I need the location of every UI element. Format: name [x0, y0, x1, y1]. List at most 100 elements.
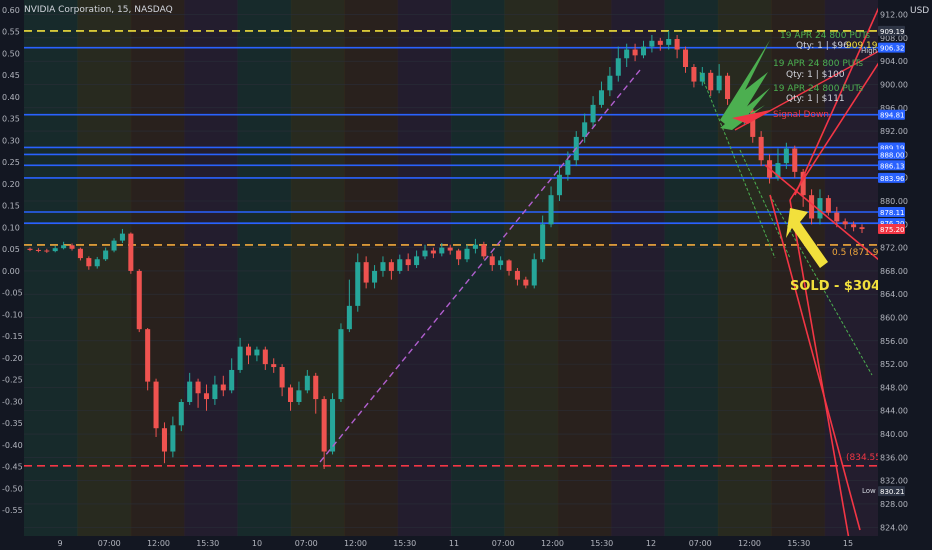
- candle-body: [388, 262, 394, 271]
- price-axis-tick: 848.00: [880, 383, 908, 392]
- session-band: [24, 0, 78, 536]
- sold-arrow-icon: [786, 208, 828, 268]
- price-axis[interactable]: 912.00 908.00 904.00 900.00 896.00 892.00 888.…: [880, 11, 908, 533]
- price-tag: [878, 42, 905, 53]
- candle-body: [775, 163, 781, 178]
- session-band: [77, 0, 132, 536]
- candle-body: [514, 270, 520, 280]
- price-tag-label: 906.32: [880, 45, 905, 53]
- left-axis-tick: 0.30: [2, 136, 20, 145]
- candle-body: [565, 160, 571, 175]
- candle-body: [61, 245, 67, 249]
- candle-body: [195, 381, 201, 394]
- left-axis-tick: -0.35: [2, 419, 23, 428]
- price-axis-tick: 864.00: [880, 290, 908, 299]
- left-axis-tick: 0.55: [2, 28, 20, 37]
- put-order-qty: Qty: 1 | $96: [796, 41, 849, 51]
- put-order-qty: Qty: 1 | $100: [786, 70, 845, 80]
- red-ray-line[interactable]: [789, 199, 851, 546]
- candle-body: [624, 49, 630, 59]
- session-band: [611, 0, 665, 536]
- candle-body: [792, 148, 798, 172]
- candle-body: [691, 67, 697, 82]
- sold-label: SOLD - $304: [790, 279, 880, 294]
- put-order-label: 19 APR 24 800 PUTs: [773, 84, 863, 94]
- candle-body: [582, 122, 588, 137]
- left-axis-tick: -0.30: [2, 397, 23, 406]
- left-axis-tick: -0.20: [2, 354, 23, 363]
- dashed-trendline[interactable]: [319, 69, 641, 463]
- candle-body: [355, 262, 361, 306]
- left-axis-tick: -0.05: [2, 289, 23, 298]
- time-axis-panel: [0, 536, 932, 550]
- candle-body: [758, 136, 764, 161]
- low-marker: Low: [862, 487, 876, 495]
- candle-body: [111, 240, 117, 251]
- left-axis-tick: 0.35: [2, 115, 20, 124]
- currency-label[interactable]: USD: [910, 6, 929, 16]
- price-tag: [878, 109, 905, 120]
- candle-body: [632, 49, 638, 56]
- left-axis-tick: 0.40: [2, 93, 20, 102]
- candle-body: [489, 256, 495, 266]
- red-ray-line[interactable]: [769, 194, 861, 531]
- session-band: [290, 0, 345, 536]
- green-projection-line[interactable]: [699, 71, 776, 259]
- candle-body: [103, 250, 109, 260]
- price-tag: [878, 486, 905, 497]
- candle-body: [523, 279, 529, 286]
- time-axis-tick: 15:30: [787, 539, 810, 548]
- price-tag-label: 909.19: [880, 28, 905, 36]
- green-projection-line[interactable]: [769, 194, 873, 376]
- price-tag-label: 830.21: [880, 488, 905, 496]
- candle-body: [145, 329, 151, 382]
- candle-body: [725, 75, 731, 100]
- candle-body: [313, 375, 319, 400]
- candle-body: [363, 262, 369, 283]
- candle-body: [590, 104, 596, 123]
- candle-body: [288, 387, 294, 402]
- candle-body: [119, 233, 125, 241]
- trend-drawings[interactable]: [319, 4, 901, 546]
- left-axis-tick: 0.05: [2, 245, 20, 254]
- red-ray-line[interactable]: [794, 4, 881, 196]
- time-axis-tick: 12:00: [541, 539, 564, 548]
- time-axis-tick: 15: [843, 539, 853, 548]
- candle-body: [27, 248, 33, 250]
- left-axis-tick: 0.45: [2, 71, 20, 80]
- price-axis-tick: 860.00: [880, 314, 908, 323]
- candle-body: [809, 195, 815, 219]
- time-axis-tick: 07:00: [295, 539, 318, 548]
- candle-body: [422, 250, 428, 257]
- session-band: [557, 0, 612, 536]
- buy-arrow-icon: [720, 40, 770, 128]
- red-ray-line[interactable]: [764, 164, 886, 266]
- left-axis-tick: 0.10: [2, 223, 20, 232]
- candle-body: [405, 259, 411, 266]
- price-tag-label: 875.20: [880, 226, 905, 234]
- left-axis: 0.60 0.55 0.50 0.45 0.40 0.35 0.30 0.25 0.20 0.15…: [2, 6, 23, 515]
- candle-body: [153, 381, 159, 429]
- candle-body: [372, 270, 378, 283]
- candle-body: [834, 212, 840, 222]
- horizontal-levels[interactable]: [24, 30, 878, 467]
- candle-body: [649, 40, 655, 47]
- candle-body: [237, 346, 243, 370]
- candle-body: [397, 259, 403, 271]
- candle-body: [859, 227, 865, 229]
- candle-body: [817, 198, 823, 219]
- price-axis-tick: 908.00: [880, 34, 908, 43]
- session-band: [397, 0, 452, 536]
- price-tag: [878, 223, 905, 234]
- candle-body: [254, 349, 260, 356]
- candle-body: [203, 393, 210, 400]
- candle-body: [380, 262, 386, 271]
- time-axis[interactable]: 9 07:00 12:00 15:30 10 07:00 12:00 15:30 11 07:00…: [57, 539, 853, 548]
- price-axis-tick: 912.00: [880, 11, 908, 20]
- candle-body: [94, 259, 100, 267]
- candle-body: [229, 369, 235, 391]
- price-axis-tick: 824.00: [880, 523, 908, 532]
- candle-body: [346, 305, 352, 330]
- candle-body: [245, 346, 252, 356]
